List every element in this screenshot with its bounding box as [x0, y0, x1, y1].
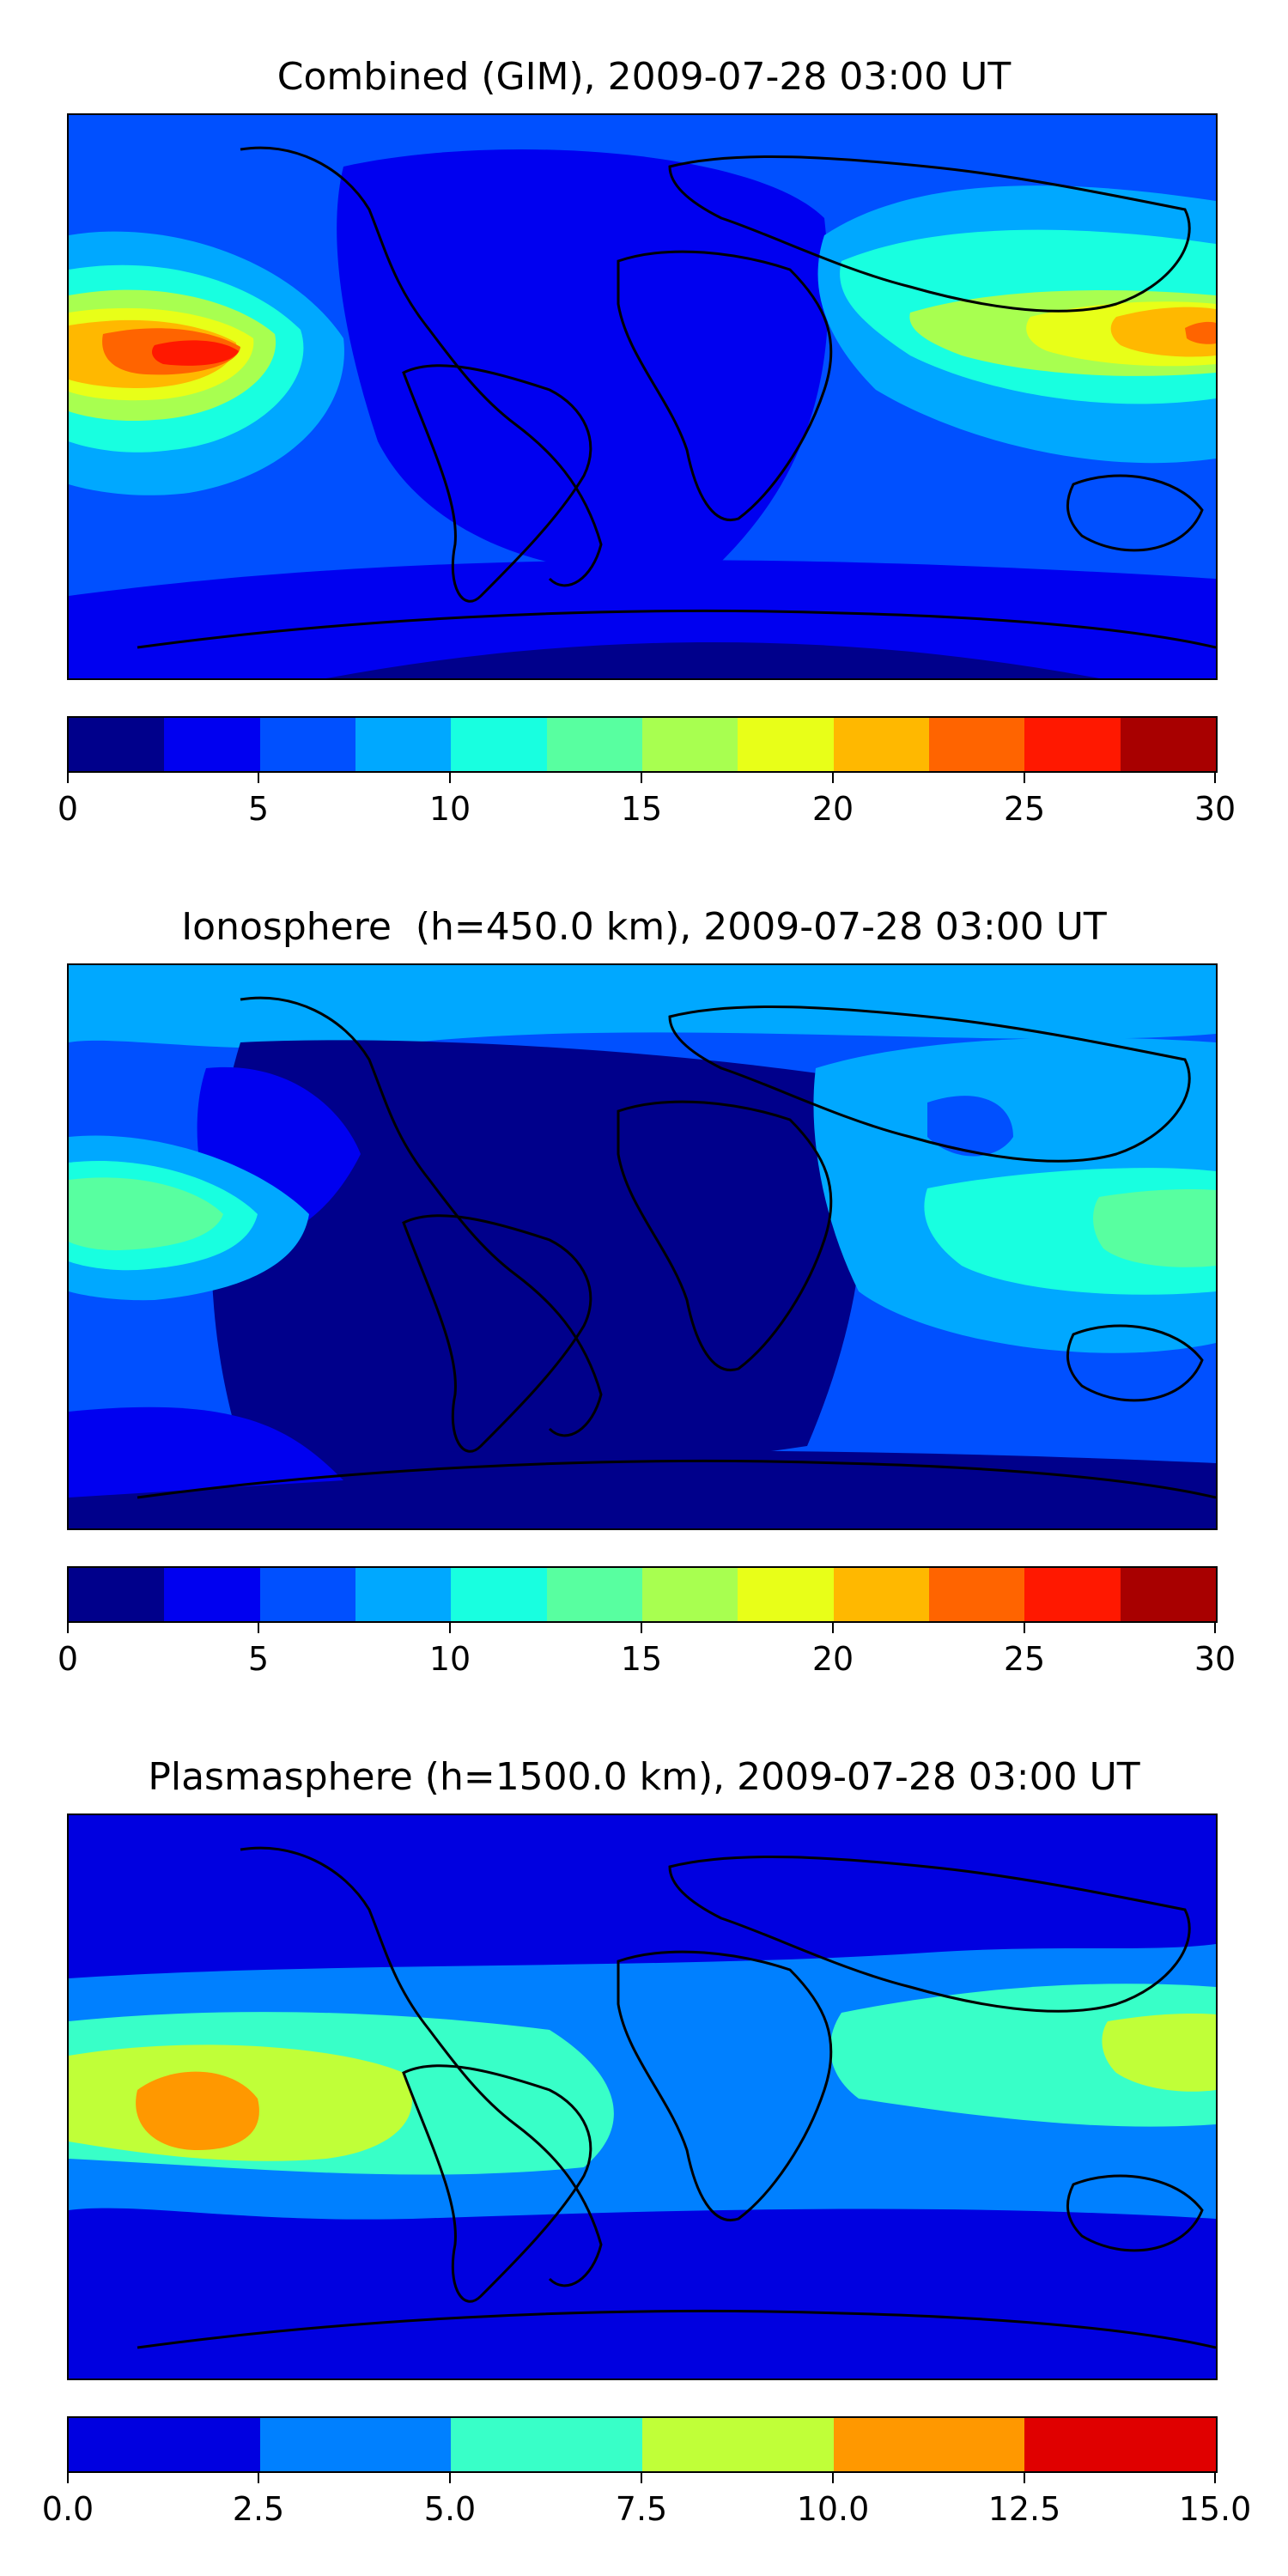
tick-label: 5	[247, 1640, 270, 1678]
panel-title: Plasmasphere (h=1500.0 km), 2009-07-28 0…	[148, 1755, 1140, 1799]
contour-map	[69, 965, 1216, 1528]
colorbar-segment	[259, 718, 355, 771]
tec-map-ionosphere	[67, 963, 1218, 1530]
colorbar-segment	[259, 1568, 355, 1621]
contour-map	[69, 115, 1216, 678]
tick-label: 0.0	[41, 2490, 94, 2528]
tick-label: 10.0	[796, 2490, 870, 2528]
colorbar-segment	[451, 2418, 643, 2471]
colorbar-segment	[164, 1568, 260, 1621]
colorbar-segment	[928, 718, 1025, 771]
colorbar-segment	[546, 1568, 642, 1621]
tick-label: 10	[428, 790, 471, 828]
colorbar-segment	[833, 2418, 1025, 2471]
tick-label: 30	[1194, 790, 1236, 828]
tick-label: 15	[620, 1640, 663, 1678]
colorbar-segment	[738, 718, 834, 771]
tick-label: 0	[57, 1640, 79, 1678]
tick-label: 12.5	[987, 2490, 1061, 2528]
colorbar-segment	[164, 718, 260, 771]
tec-map-combined	[67, 113, 1218, 680]
tec-map-plasmasphere	[67, 1814, 1218, 2380]
tick-label: 20	[811, 790, 854, 828]
panel-title: Ionosphere (h=450.0 km), 2009-07-28 03:0…	[181, 905, 1107, 949]
colorbar-segment	[642, 2418, 834, 2471]
colorbar-segment	[738, 1568, 834, 1621]
colorbar-segment	[451, 718, 547, 771]
tick-label: 25	[1003, 790, 1046, 828]
colorbar-segment	[641, 1568, 738, 1621]
colorbar-segment	[641, 718, 738, 771]
colorbar-segment	[1024, 1568, 1121, 1621]
colorbar-segment	[546, 718, 642, 771]
colorbar-segment	[259, 2418, 452, 2471]
panel-title: Combined (GIM), 2009-07-28 03:00 UT	[276, 55, 1012, 99]
colorbar	[67, 716, 1218, 773]
colorbar	[67, 1566, 1218, 1623]
colorbar-segment	[355, 718, 452, 771]
tick-label: 5	[247, 790, 270, 828]
colorbar-segment	[69, 2418, 260, 2471]
colorbar-segment	[451, 1568, 547, 1621]
colorbar-segment	[355, 1568, 452, 1621]
tick-label: 10	[428, 1640, 471, 1678]
colorbar-segment	[833, 718, 929, 771]
tick-label: 20	[811, 1640, 854, 1678]
colorbar-ticks: 0 5 10 15 20 25 30	[58, 773, 1236, 833]
tick-label: 15	[620, 790, 663, 828]
tick-label: 0	[57, 790, 79, 828]
tick-label: 5.0	[423, 2490, 477, 2528]
tick-label: 2.5	[232, 2490, 285, 2528]
colorbar-segment	[1024, 718, 1121, 771]
colorbar-segment	[1024, 2418, 1217, 2471]
tick-label: 7.5	[615, 2490, 668, 2528]
colorbar-segment	[1120, 1568, 1216, 1621]
colorbar-segment	[928, 1568, 1025, 1621]
colorbar-segment	[1120, 718, 1216, 771]
colorbar-ticks: 0 5 10 15 20 25 30	[58, 1623, 1236, 1683]
tick-label: 15.0	[1178, 2490, 1252, 2528]
colorbar-ticks: 0.0 2.5 5.0 7.5 10.0 12.5 15.0	[42, 2473, 1251, 2533]
tick-label: 25	[1003, 1640, 1046, 1678]
colorbar-segment	[69, 1568, 165, 1621]
colorbar-segment	[833, 1568, 929, 1621]
tick-label: 30	[1194, 1640, 1236, 1678]
colorbar	[67, 2416, 1218, 2473]
colorbar-segment	[69, 718, 165, 771]
contour-map	[69, 1815, 1216, 2379]
